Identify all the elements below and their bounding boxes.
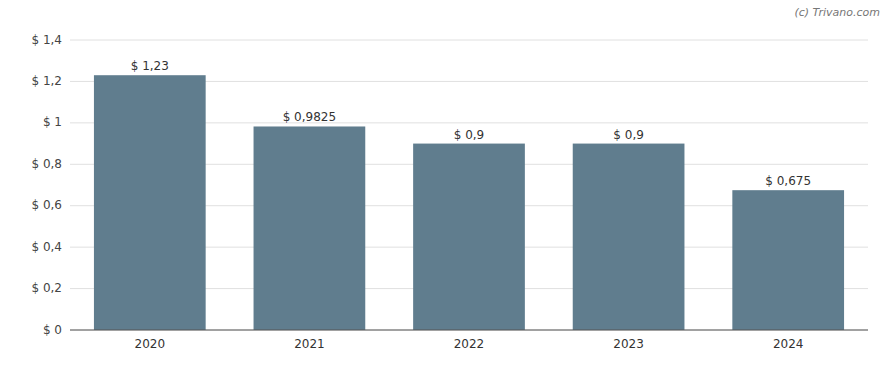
y-tick-label: $ 1,2	[31, 74, 62, 88]
x-tick-label: 2021	[294, 337, 325, 351]
data-label: $ 0,9	[613, 128, 644, 142]
y-tick-label: $ 0	[43, 323, 62, 337]
bar	[413, 144, 525, 330]
x-tick-label: 2023	[613, 337, 644, 351]
data-label: $ 0,9825	[283, 110, 336, 124]
y-tick-label: $ 1,4	[31, 33, 62, 47]
bar	[94, 75, 206, 330]
bars	[94, 75, 844, 330]
grid-line	[70, 40, 868, 41]
grid-line	[70, 330, 868, 331]
y-axis: $ 0 $ 0,2 $ 0,4 $ 0,6 $ 0,8 $ 1 $ 1,2 $ 1,4	[31, 33, 62, 337]
chart: $ 0 $ 0,2 $ 0,4 $ 0,6 $ 0,8 $ 1 $ 1,2 $ 1,4 2020…	[0, 0, 888, 370]
y-tick-label: $ 0,8	[31, 157, 62, 171]
y-tick-label: $ 0,2	[31, 281, 62, 295]
data-label: $ 0,9	[454, 128, 485, 142]
y-tick-label: $ 1	[43, 115, 62, 129]
bar	[732, 190, 844, 330]
bar	[573, 144, 685, 330]
annotation: (c) Trivano.com	[794, 6, 880, 19]
x-tick-label: 2020	[135, 337, 166, 351]
y-tick-label: $ 0,6	[31, 198, 62, 212]
grid	[70, 40, 868, 330]
x-axis-line	[70, 330, 868, 331]
data-labels: $ 1,23 $ 0,9825 $ 0,9 $ 0,9 $ 0,675	[131, 59, 811, 188]
data-label: $ 0,675	[765, 174, 811, 188]
x-tick-label: 2022	[454, 337, 485, 351]
x-tick-label: 2024	[773, 337, 804, 351]
bar	[254, 126, 366, 330]
y-tick-label: $ 0,4	[31, 240, 62, 254]
data-label: $ 1,23	[131, 59, 169, 73]
x-axis: 2020 2021 2022 2023 2024	[70, 330, 868, 351]
